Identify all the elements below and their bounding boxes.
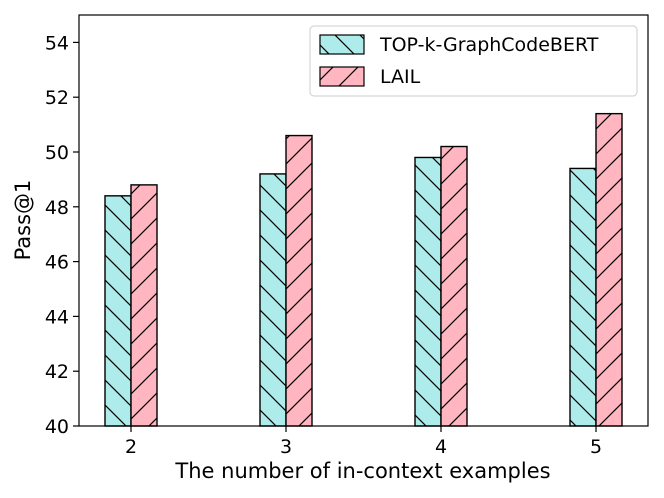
legend: TOP-k-GraphCodeBERT LAIL [309, 25, 638, 97]
plot-frame [78, 14, 649, 427]
y-tick-label: 50 [45, 142, 69, 164]
bar-hatch-topk-3 [259, 173, 287, 427]
legend-box [309, 25, 638, 97]
legend-label: TOP-k-GraphCodeBERT [379, 34, 599, 56]
x-tick-label: 5 [590, 436, 602, 458]
bar-hatch-lail-4 [440, 145, 468, 427]
x-axis-label: The number of in-context examples [174, 459, 550, 483]
y-tick-label: 52 [45, 87, 69, 109]
x-tick-label: 4 [435, 436, 447, 458]
y-tick-label: 42 [45, 361, 69, 383]
legend-swatch-hatch [319, 66, 365, 87]
y-tick-label: 48 [45, 197, 69, 219]
bar-hatch-lail-2 [130, 184, 158, 427]
y-tick-label: 46 [45, 252, 69, 274]
x-tick-label: 2 [125, 436, 137, 458]
y-axis-ticks: 40 42 44 46 48 50 52 54 [45, 32, 79, 438]
y-tick-label: 40 [45, 416, 69, 438]
bar-hatch-lail-5 [595, 112, 623, 427]
y-axis-label: Pass@1 [11, 180, 35, 261]
y-tick-label: 44 [45, 306, 69, 328]
bars-group [104, 112, 623, 427]
legend-swatch-hatch [319, 34, 365, 55]
bar-hatch-topk-4 [414, 156, 442, 427]
bar-hatch-topk-2 [104, 195, 132, 427]
y-tick-label: 54 [45, 32, 69, 54]
legend-label: LAIL [380, 66, 421, 88]
x-tick-label: 3 [280, 436, 292, 458]
bar-hatch-topk-5 [569, 167, 597, 427]
x-axis-ticks: 2 3 4 5 [125, 426, 602, 458]
bar-hatch-lail-3 [285, 134, 313, 427]
